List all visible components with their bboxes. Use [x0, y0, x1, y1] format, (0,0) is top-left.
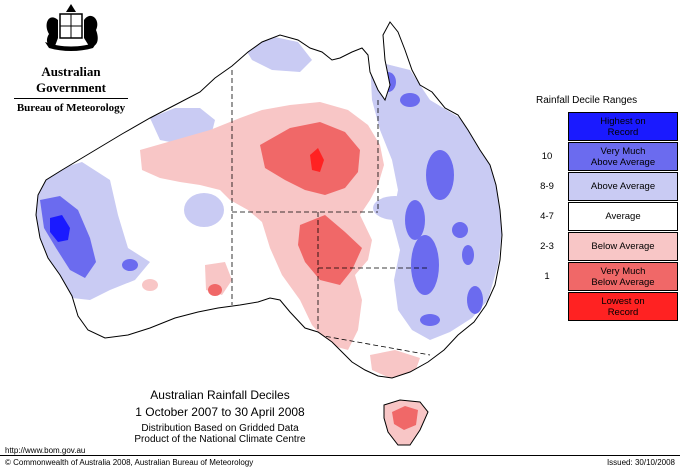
- legend-item: 4-7 Average: [530, 202, 680, 232]
- legend-label-line: Very Much: [600, 145, 646, 157]
- website-link[interactable]: http://www.bom.gov.au: [5, 446, 86, 455]
- legend-label-line: Lowest on: [601, 295, 645, 307]
- legend-item: 10 Very Much Above Average: [530, 142, 680, 172]
- legend-label-line: Above Average: [590, 181, 656, 192]
- legend: Highest on Record 10 Very Much Above Average…: [530, 112, 680, 322]
- legend-swatch: Lowest on Record: [568, 292, 678, 321]
- highest-on-record-region: [50, 215, 70, 242]
- map-note-distribution: Distribution Based on Gridded Data: [141, 423, 299, 434]
- map-title: Australian Rainfall Deciles: [150, 388, 290, 402]
- legend-label: Below Average: [591, 241, 654, 252]
- legend-label-line: Very Much: [600, 265, 646, 277]
- legend-label: Very Much Above Average: [591, 146, 655, 168]
- tasmania-map: [383, 399, 429, 446]
- legend-swatch: Above Average: [568, 172, 678, 201]
- legend-swatch: Below Average: [568, 232, 678, 261]
- legend-label-line: Above Average: [590, 156, 656, 168]
- legend-label-line: Below Average: [591, 241, 655, 252]
- legend-range: 4-7: [540, 211, 554, 222]
- legend-item: Highest on Record: [530, 112, 680, 142]
- state-borders: [231, 70, 431, 356]
- map-period: 1 October 2007 to 30 April 2008: [135, 405, 305, 419]
- legend-label-line: Below Average: [591, 276, 655, 288]
- legend-swatch: Average: [568, 202, 678, 231]
- legend-title: Rainfall Decile Ranges: [536, 95, 638, 106]
- government-branding: Australian Government Bureau of Meteorol…: [10, 8, 132, 114]
- legend-item: 1 Very Much Below Average: [530, 262, 680, 292]
- legend-label: Above Average: [591, 181, 655, 192]
- legend-label-line: Highest on: [600, 115, 646, 127]
- legend-swatch: Highest on Record: [568, 112, 678, 141]
- coat-of-arms-icon: [45, 4, 98, 51]
- branding-divider: [14, 98, 128, 99]
- legend-range: 1: [544, 271, 550, 282]
- legend-range: 2-3: [540, 241, 554, 252]
- legend-label-line: Record: [607, 126, 639, 138]
- map-note-product: Product of the National Climate Centre: [134, 434, 306, 445]
- legend-label: Highest on Record: [600, 116, 645, 138]
- government-title: Australian Government: [35, 64, 107, 95]
- legend-swatch: Very Much Above Average: [568, 142, 678, 171]
- copyright-notice: © Commonwealth of Australia 2008, Austra…: [5, 458, 254, 467]
- legend-item: 8-9 Above Average: [530, 172, 680, 202]
- legend-range: 10: [541, 151, 553, 162]
- issued-date: Issued: 30/10/2008: [606, 458, 675, 467]
- legend-label: Lowest on Record: [601, 296, 644, 318]
- legend-label-line: Average: [605, 211, 641, 222]
- bureau-title: Bureau of Meteorology: [16, 102, 126, 114]
- legend-item: 2-3 Below Average: [530, 232, 680, 262]
- legend-swatch: Very Much Below Average: [568, 262, 678, 291]
- legend-label: Average: [605, 211, 640, 222]
- footer-divider: [0, 455, 680, 456]
- legend-range: 8-9: [540, 181, 554, 192]
- legend-label: Very Much Below Average: [591, 266, 654, 288]
- legend-item: Lowest on Record: [530, 292, 680, 322]
- legend-label-line: Record: [607, 306, 639, 318]
- lowest-on-record-region: [310, 148, 324, 172]
- very-much-below-regions: [208, 122, 362, 296]
